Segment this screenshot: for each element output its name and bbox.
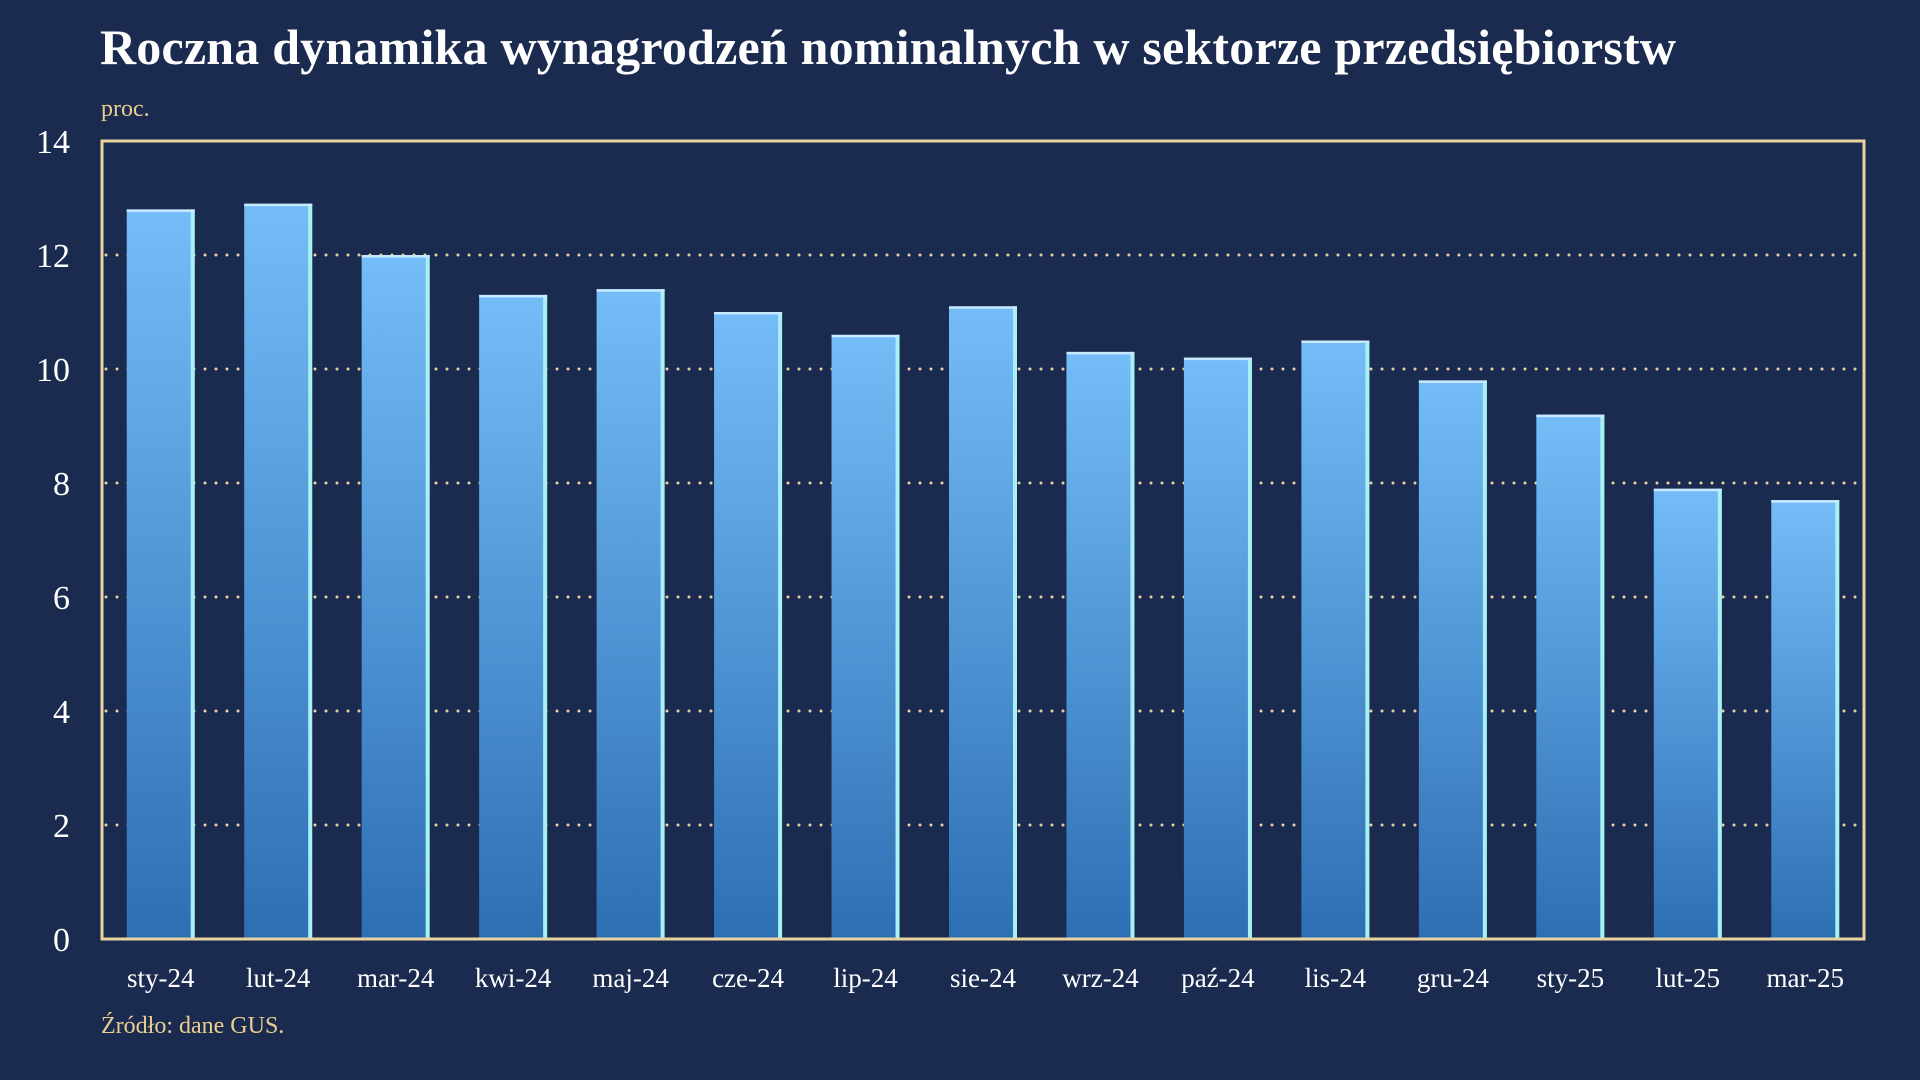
bar-fill xyxy=(596,289,665,939)
y-tick-label-2: 2 xyxy=(53,808,70,845)
bar-top-highlight xyxy=(1653,488,1722,492)
x-tick-label-maj-24: maj-24 xyxy=(592,963,669,993)
x-tick-label-sty-24: sty-24 xyxy=(127,963,195,993)
bar-fill xyxy=(244,203,313,939)
bar-edge xyxy=(778,312,783,939)
bar-fill xyxy=(126,209,195,939)
y-tick-label-10: 10 xyxy=(36,352,70,389)
bar-edge xyxy=(190,209,195,939)
bar-top-highlight xyxy=(1066,351,1135,355)
bar-top-highlight xyxy=(126,209,195,212)
bar-gru-24 xyxy=(1418,380,1487,939)
y-tick-label-12: 12 xyxy=(36,238,70,275)
bar-edge xyxy=(895,334,900,939)
bar-fill xyxy=(479,294,548,939)
chart-title: Roczna dynamika wynagrodzeń nominalnych … xyxy=(100,19,1677,75)
bar-fill xyxy=(714,312,783,939)
bar-lis-24 xyxy=(1301,340,1370,939)
bar-fill xyxy=(361,255,430,939)
bar-edge xyxy=(1365,340,1370,939)
bar-fill xyxy=(1066,351,1135,939)
y-tick-label-6: 6 xyxy=(53,580,70,617)
bar-wrz-24 xyxy=(1066,351,1135,939)
x-tick-label-kwi-24: kwi-24 xyxy=(475,963,552,993)
bar-edge xyxy=(1835,500,1840,939)
bar-top-highlight xyxy=(949,306,1017,309)
bar-edge xyxy=(1717,488,1722,939)
y-tick-label-4: 4 xyxy=(53,694,70,731)
bar-lip-24 xyxy=(831,334,900,939)
bar-edge xyxy=(1013,306,1017,939)
x-tick-label-lut-24: lut-24 xyxy=(246,963,311,993)
x-tick-label-paź-24: paź-24 xyxy=(1181,963,1255,993)
bar-top-highlight xyxy=(1183,357,1252,361)
bar-top-highlight xyxy=(361,255,430,258)
y-tick-label-0: 0 xyxy=(53,922,70,959)
bar-kwi-24 xyxy=(479,294,548,939)
bar-fill xyxy=(831,334,900,939)
bars xyxy=(126,203,1840,940)
bar-edge xyxy=(1130,351,1135,939)
bar-sty-24 xyxy=(126,209,195,939)
y-tick-label-14: 14 xyxy=(36,124,70,161)
x-tick-label-cze-24: cze-24 xyxy=(712,963,784,993)
bar-edge xyxy=(308,203,313,939)
bar-edge xyxy=(1247,357,1252,940)
x-tick-label-wrz-24: wrz-24 xyxy=(1062,963,1139,993)
bar-top-highlight xyxy=(1771,500,1840,503)
bar-fill xyxy=(1653,488,1722,939)
x-tick-label-gru-24: gru-24 xyxy=(1417,963,1489,993)
bar-edge xyxy=(1600,414,1605,940)
bar-fill xyxy=(1183,357,1252,940)
bar-maj-24 xyxy=(596,289,665,939)
x-tick-label-mar-24: mar-24 xyxy=(357,963,435,993)
y-axis-ticks: 0 2 4 6 8 10 12 14 xyxy=(36,124,70,959)
source-note: Źródło: dane GUS. xyxy=(101,1013,285,1039)
x-tick-label-mar-25: mar-25 xyxy=(1767,963,1844,993)
x-axis-ticks: sty-24 lut-24 mar-24 kwi-24 maj-24 cze-24 lip-… xyxy=(127,963,1844,993)
bar-top-highlight xyxy=(1301,340,1370,343)
bar-mar-24 xyxy=(361,255,430,939)
bar-top-highlight xyxy=(1536,414,1605,418)
bar-top-highlight xyxy=(831,334,900,338)
bar-fill xyxy=(949,306,1017,939)
bar-top-highlight xyxy=(596,289,665,292)
bar-edge xyxy=(425,255,430,939)
bar-fill xyxy=(1418,380,1487,939)
bar-paź-24 xyxy=(1183,357,1252,940)
bar-mar-25 xyxy=(1771,500,1840,939)
bar-edge xyxy=(543,294,548,939)
y-tick-label-8: 8 xyxy=(53,466,70,503)
plot-frame xyxy=(100,139,1866,941)
x-tick-label-lip-24: lip-24 xyxy=(833,963,898,993)
bar-lut-24 xyxy=(244,203,313,939)
bar-fill xyxy=(1301,340,1370,939)
x-tick-label-lis-24: lis-24 xyxy=(1305,963,1367,993)
bar-fill xyxy=(1536,414,1605,940)
bar-top-highlight xyxy=(244,203,313,207)
bar-edge xyxy=(1482,380,1487,939)
x-tick-label-sty-25: sty-25 xyxy=(1537,963,1605,993)
y-axis-unit-label: proc. xyxy=(101,96,150,122)
x-tick-label-sie-24: sie-24 xyxy=(950,963,1016,993)
bar-top-highlight xyxy=(479,294,548,298)
bar-lut-25 xyxy=(1653,488,1722,939)
bar-sie-24 xyxy=(949,306,1017,939)
bar-top-highlight xyxy=(1418,380,1487,383)
bar-sty-25 xyxy=(1536,414,1605,940)
x-tick-label-lut-25: lut-25 xyxy=(1656,963,1721,993)
bar-fill xyxy=(1771,500,1840,939)
bar-edge xyxy=(660,289,665,939)
bar-top-highlight xyxy=(714,312,783,315)
bar-cze-24 xyxy=(714,312,783,939)
